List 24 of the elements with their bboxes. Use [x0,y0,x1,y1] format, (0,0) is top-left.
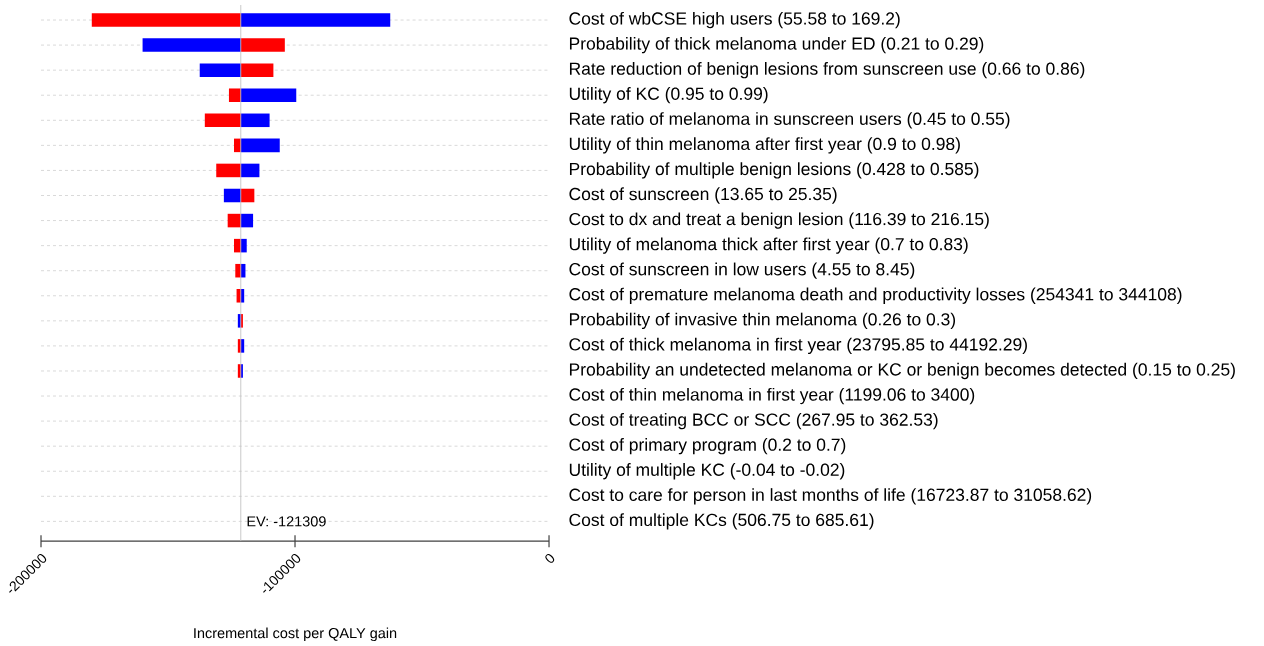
y-tick-label: Cost to care for person in last months of life (16723.87 to 31058.62) [569,488,1092,505]
y-tick-label: Utility of multiple KC (-0.04 to -0.02) [569,462,845,480]
y-tick-label: Utility of melanoma thick after first year (0.7 to 0.83) [569,237,968,254]
y-tick-label: Utility of KC (0.95 to 0.99) [569,86,768,104]
x-tick-label: 0 [545,553,555,563]
y-tick-label: Probability of thick melanoma under ED (0.21 to 0.29) [569,36,984,54]
y-tick-label: Cost of thick melanoma in first year (23795.85 to 44192.29) [569,337,1027,354]
y-tick-label: Cost of thin melanoma in first year (1199.06 to 3400) [569,387,975,405]
y-tick-label: Cost of wbCSE high users (55.58 to 169.2) [569,11,900,29]
y-tick-label: Probability of multiple benign lesions (0.428 to 0.585) [569,162,979,179]
y-tick-label: Cost of sunscreen in low users (4.55 to 8.45) [569,262,915,279]
y-tick-label: Cost of primary program (0.2 to 0.7) [569,437,846,455]
y-tick-label: Rate ratio of melanoma in sunscreen users (0.45 to 0.55) [569,112,1010,129]
y-tick-label: Utility of thin melanoma after first year (0.9 to 0.98) [569,137,960,154]
y-tick-label: Cost of multiple KCs (506.75 to 685.61) [569,513,874,530]
y-tick-label: Cost of sunscreen (13.65 to 25.35) [569,187,837,204]
y-tick-label: Rate reduction of benign lesions from sunscreen use (0.66 to 0.86) [569,61,1085,79]
y-tick-label: Cost of treating BCC or SCC (267.95 to 362.53) [569,412,938,430]
y-tick-label: Probability an undetected melanoma or KC or benign becomes detected (0.15 to 0.25) [569,362,1235,379]
y-tick-label: Probability of invasive thin melanoma (0.26 to 0.3) [569,312,956,329]
x-axis-title: Incremental cost per QALY gain [194,627,397,641]
y-tick-label: Cost to dx and treat a benign lesion (116.39 to 216.15) [569,212,989,229]
ref-line-label: EV: -121309 [247,516,326,527]
y-tick-label: Cost of premature melanoma death and productivity losses (254341 to 344108) [569,287,1182,304]
